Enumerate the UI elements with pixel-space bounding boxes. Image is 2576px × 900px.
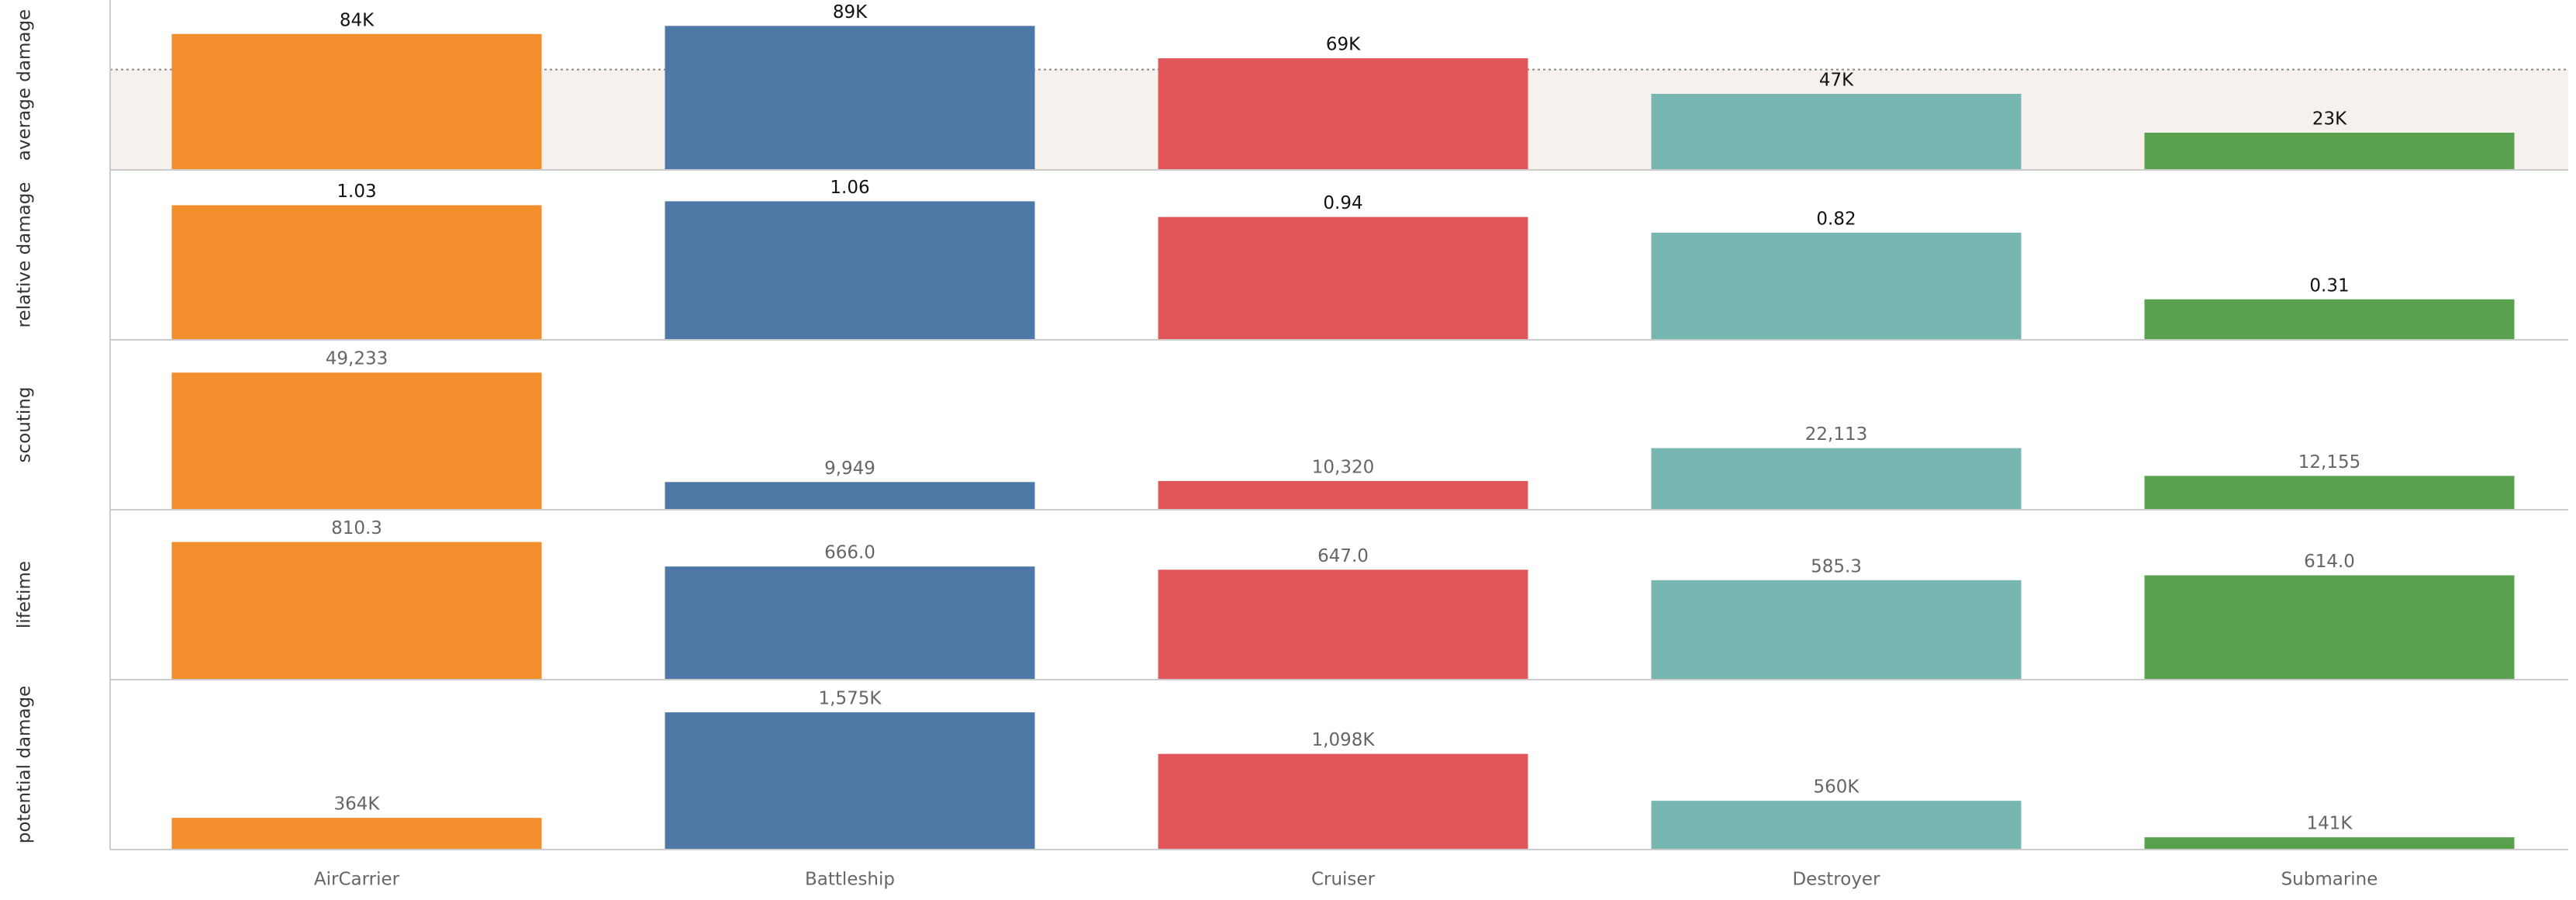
- bar: [2144, 575, 2515, 680]
- value-label: 84K: [340, 10, 375, 30]
- value-label: 9,949: [824, 459, 875, 479]
- value-label: 614.0: [2304, 552, 2355, 572]
- value-label: 89K: [833, 2, 868, 22]
- value-label: 0.94: [1323, 193, 1362, 213]
- value-label: 12,155: [2298, 452, 2360, 472]
- value-label: 49,233: [326, 349, 388, 369]
- axis-title: potential damage: [15, 686, 35, 844]
- bar: [1651, 232, 2022, 340]
- value-label: 1.06: [830, 178, 869, 198]
- bar: [665, 482, 1035, 510]
- value-label: 364K: [334, 794, 381, 815]
- value-label: 22,113: [1805, 424, 1867, 445]
- bar: [1158, 216, 1528, 340]
- x-tick-label: Battleship: [805, 870, 895, 890]
- x-tick-label: AirCarrier: [314, 870, 400, 890]
- value-label: 560K: [1814, 777, 1860, 798]
- x-tick-label: Destroyer: [1792, 870, 1880, 890]
- value-label: 585.3: [1811, 556, 1862, 576]
- value-label: 1.03: [337, 182, 376, 202]
- bar: [1158, 753, 1528, 850]
- axis-title: relative damage: [15, 182, 35, 327]
- value-label: 69K: [1326, 35, 1361, 55]
- bar: [665, 712, 1035, 850]
- bar: [1651, 580, 2022, 680]
- bar: [171, 372, 542, 510]
- value-label: 47K: [1819, 70, 1854, 90]
- bar: [665, 201, 1035, 340]
- bar: [2144, 133, 2515, 170]
- bar: [2144, 476, 2515, 510]
- bar: [1158, 480, 1528, 510]
- bar: [2144, 837, 2515, 850]
- value-label: 647.0: [1317, 546, 1369, 566]
- value-label: 1,098K: [1312, 730, 1376, 750]
- bar: [1651, 448, 2022, 510]
- value-label: 1,575K: [819, 689, 882, 709]
- bar: [665, 566, 1035, 680]
- value-label: 0.82: [1816, 209, 1856, 229]
- bar: [171, 542, 542, 680]
- value-label: 810.3: [331, 518, 382, 538]
- value-label: 141K: [2307, 814, 2353, 834]
- value-label: 666.0: [824, 543, 875, 563]
- bar: [1158, 569, 1528, 680]
- value-label: 23K: [2312, 109, 2347, 130]
- bar: [1651, 93, 2022, 170]
- value-label: 10,320: [1312, 457, 1374, 477]
- bar: [171, 205, 542, 340]
- bar: [2144, 299, 2515, 340]
- axis-title: average damage: [15, 9, 35, 161]
- x-tick-label: Cruiser: [1311, 870, 1376, 890]
- axis-title: lifetime: [15, 561, 35, 628]
- value-label: 0.31: [2309, 275, 2349, 296]
- bar: [171, 33, 542, 170]
- bar: [665, 26, 1035, 170]
- bar: [1651, 801, 2022, 850]
- bar: [171, 818, 542, 850]
- x-tick-label: Submarine: [2281, 870, 2378, 890]
- bar: [1158, 58, 1528, 170]
- axis-title: scouting: [15, 387, 35, 463]
